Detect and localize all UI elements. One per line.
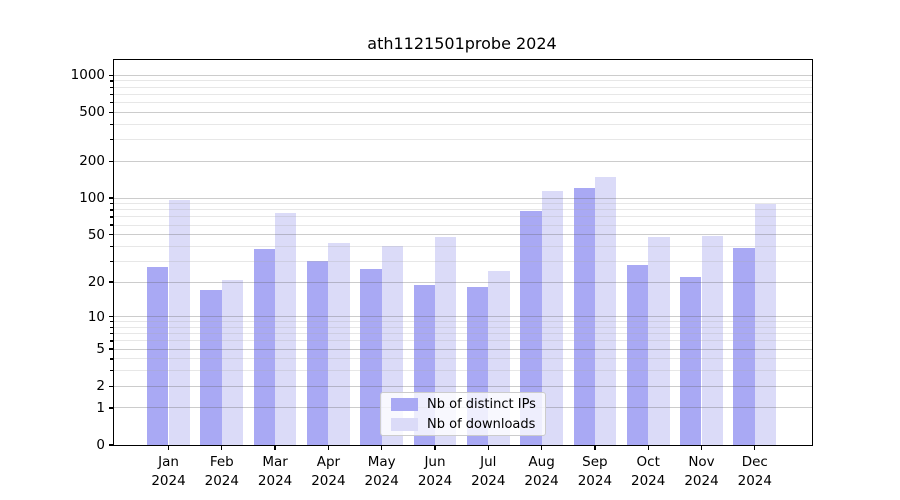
x-axis-tick	[754, 446, 756, 451]
y-axis-tick	[108, 281, 113, 283]
y-tick-label: 500	[79, 104, 105, 121]
x-tick-label-nov: Nov 2024	[684, 454, 719, 489]
y-axis-tick	[108, 160, 113, 162]
x-tick-label-jun: Jun 2024	[417, 454, 453, 489]
bar-downloads-nov	[701, 235, 723, 445]
y-axis-minor-tick	[110, 216, 113, 218]
bar-distinct-ips-dec	[733, 247, 755, 445]
x-tick-label-aug: Aug 2024	[524, 454, 559, 489]
x-axis-tick	[274, 446, 276, 451]
legend-row: Nb of downloads	[381, 416, 545, 433]
x-axis-tick	[221, 446, 223, 451]
y-axis-minor-tick	[110, 86, 113, 88]
y-tick-label: 50	[87, 226, 105, 243]
bar-downloads-dec	[754, 203, 777, 445]
y-axis-tick	[108, 316, 113, 318]
bar-downloads-aug	[541, 190, 563, 445]
y-axis-minor-tick	[110, 123, 113, 125]
x-axis-tick	[167, 446, 170, 451]
x-axis-tick	[487, 446, 489, 451]
bar-downloads-apr	[328, 242, 350, 445]
bar-distinct-ips-nov	[680, 277, 702, 445]
y-axis-minor-tick	[110, 209, 113, 211]
y-axis-tick	[108, 348, 113, 350]
y-axis-minor-tick	[110, 333, 113, 335]
y-tick-label: 0	[96, 437, 105, 453]
x-tick-label-mar: Mar 2024	[257, 454, 293, 489]
bar-distinct-ips-mar	[253, 248, 276, 445]
x-tick-label-dec: Dec 2024	[737, 454, 772, 489]
y-axis-minor-tick	[110, 202, 113, 205]
bar-distinct-ips-jan	[147, 266, 169, 445]
y-axis-tick	[108, 233, 113, 236]
x-axis-tick	[381, 446, 383, 451]
y-axis-minor-tick	[110, 370, 113, 372]
y-axis-minor-tick	[110, 326, 113, 329]
bar-downloads-sep	[594, 176, 617, 445]
y-axis-tick	[108, 444, 113, 446]
x-tick-label-jul: Jul 2024	[471, 454, 506, 489]
y-axis-tick	[108, 407, 113, 409]
y-axis-minor-tick	[110, 224, 113, 226]
x-axis-tick	[647, 446, 649, 451]
y-tick-label: 2	[96, 378, 105, 395]
x-axis-tick	[594, 446, 596, 451]
y-tick-label: 1	[96, 399, 105, 416]
x-axis-tick	[700, 446, 703, 451]
y-axis-minor-tick	[110, 358, 113, 360]
bar-downloads-jan	[168, 199, 190, 445]
y-tick-label: 1000	[70, 67, 105, 84]
x-tick-label-oct: Oct 2024	[631, 454, 666, 489]
bars-layer	[114, 60, 812, 445]
x-axis-tick	[540, 446, 543, 451]
y-axis-minor-tick	[110, 245, 113, 247]
x-tick-label-feb: Feb 2024	[204, 454, 239, 489]
y-axis-tick	[108, 385, 113, 387]
y-tick-label: 20	[87, 274, 105, 291]
legend-label: Nb of downloads	[427, 416, 536, 432]
legend-row: Nb of distinct IPs	[381, 396, 545, 413]
x-tick-label-jan: Jan 2024	[151, 454, 186, 489]
y-tick-label: 5	[96, 341, 105, 358]
bar-distinct-ips-sep	[573, 188, 595, 445]
x-tick-label-apr: Apr 2024	[311, 454, 346, 489]
legend-swatch-distinct-ips	[391, 397, 418, 411]
bar-distinct-ips-apr	[307, 261, 329, 445]
bar-distinct-ips-may	[360, 268, 382, 445]
y-axis-minor-tick	[110, 101, 113, 104]
y-axis-minor-tick	[110, 93, 113, 96]
bar-downloads-oct	[648, 236, 670, 445]
bar-distinct-ips-aug	[520, 211, 542, 445]
y-tick-label: 100	[79, 190, 105, 207]
y-axis-minor-tick	[110, 260, 113, 262]
y-tick-label: 10	[87, 308, 105, 325]
x-tick-label-sep: Sep 2024	[577, 454, 613, 489]
plot-area: 0 1 2 5 10 20 50 100 200 500 1000 Jan 2024 Feb 2024 M…	[71, 59, 813, 489]
bar-downloads-mar	[275, 212, 297, 445]
y-tick-label: 200	[79, 153, 105, 170]
bar-distinct-ips-feb	[200, 290, 222, 445]
bar-distinct-ips-oct	[626, 264, 649, 445]
legend-label: Nb of distinct IPs	[427, 396, 536, 412]
y-axis-tick	[108, 74, 113, 76]
y-axis-minor-tick	[110, 80, 113, 82]
y-axis-tick	[108, 111, 113, 114]
x-tick-label-may: May 2024	[364, 454, 399, 489]
bar-downloads-feb	[221, 279, 244, 445]
legend-swatch-downloads	[391, 417, 418, 431]
y-axis-minor-tick	[110, 321, 113, 323]
legend: Nb of distinct IPs Nb of downloads	[380, 392, 546, 436]
y-axis-minor-tick	[110, 138, 113, 141]
chart-title: ath1121501probe 2024	[367, 34, 557, 53]
y-axis-minor-tick	[110, 340, 113, 342]
x-axis-tick	[327, 446, 330, 451]
x-axis-tick	[434, 446, 436, 451]
y-axis-tick	[108, 197, 113, 199]
